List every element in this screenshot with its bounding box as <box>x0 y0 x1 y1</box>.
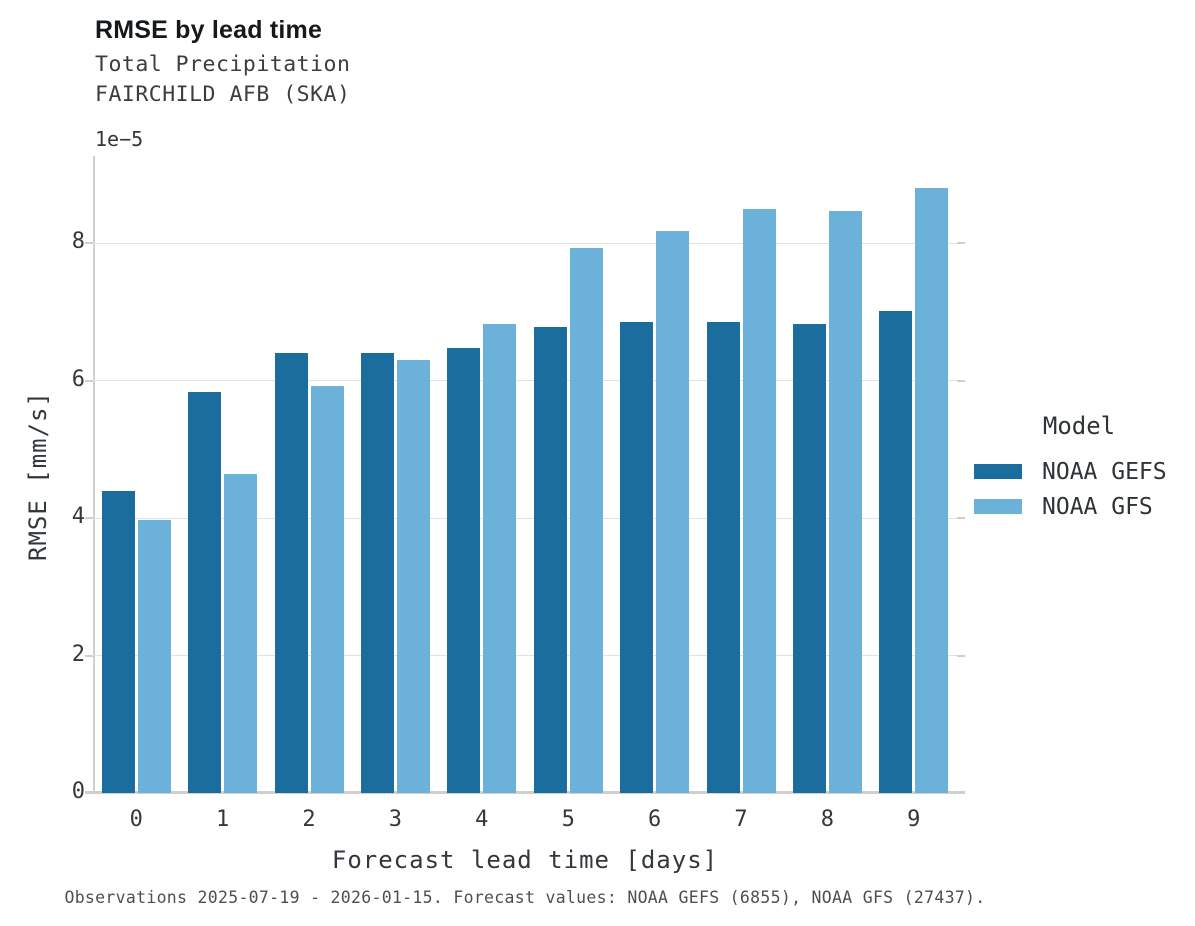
bar-noaa-gfs-day-4 <box>483 324 517 793</box>
y-tick-label-2: 2 <box>71 641 85 667</box>
legend-item-noaa-gefs: NOAA GEFS <box>974 454 1184 489</box>
bar-noaa-gefs-day-4 <box>447 347 481 793</box>
gridline-y-6 <box>93 380 957 382</box>
bar-noaa-gfs-day-7 <box>742 208 776 793</box>
gridline-y-2 <box>93 655 957 657</box>
y-tick-mark-left-4 <box>85 517 93 520</box>
legend-label: NOAA GEFS <box>1042 458 1167 485</box>
gridline-y-4 <box>93 517 957 519</box>
y-axis-offset-label: 1e−5 <box>95 127 144 151</box>
y-tick-mark-right-6 <box>957 379 965 382</box>
y-axis-spine <box>93 156 95 793</box>
y-tick-mark-left-6 <box>85 379 93 382</box>
y-tick-mark-left-2 <box>85 654 93 657</box>
y-tick-mark-left-0 <box>85 792 93 794</box>
x-axis-label: Forecast lead time [days] <box>331 846 719 874</box>
x-tick-label-5: 5 <box>561 807 575 832</box>
x-tick-label-1: 1 <box>215 807 230 832</box>
bar-noaa-gfs-day-2 <box>310 386 344 793</box>
legend-label: NOAA GFS <box>1042 493 1153 520</box>
plot-area: 0 2 4 6 8 0 1 2 3 4 5 6 7 8 9 <box>72 156 965 832</box>
y-tick-mark-right-2 <box>957 654 965 657</box>
y-tick-label-4: 4 <box>71 504 85 530</box>
y-tick-mark-left-8 <box>85 242 93 245</box>
legend-swatch-noaa-gfs <box>974 499 1022 514</box>
bar-noaa-gfs-day-6 <box>656 230 690 793</box>
bar-noaa-gefs-day-3 <box>360 352 394 793</box>
bar-noaa-gefs-day-9 <box>879 311 913 793</box>
y-tick-mark-right-4 <box>957 517 965 520</box>
bar-noaa-gefs-day-6 <box>620 322 654 793</box>
bar-noaa-gefs-day-5 <box>533 327 567 793</box>
x-tick-label-4: 4 <box>475 807 489 832</box>
chart-subtitle-station: FAIRCHILD AFB (SKA) <box>95 82 351 107</box>
bar-noaa-gefs-day-8 <box>792 324 826 793</box>
x-tick-label-3: 3 <box>388 807 403 832</box>
bar-noaa-gfs-day-0 <box>137 520 171 793</box>
x-tick-label-7: 7 <box>734 807 748 832</box>
legend-item-noaa-gfs: NOAA GFS <box>974 489 1184 524</box>
bar-noaa-gfs-day-9 <box>915 188 949 793</box>
bar-noaa-gefs-day-0 <box>101 491 135 793</box>
y-tick-label-6: 6 <box>71 366 85 392</box>
x-tick-label-0: 0 <box>129 807 143 832</box>
legend: Model NOAA GEFS NOAA GFS <box>974 412 1184 524</box>
bar-noaa-gefs-day-7 <box>706 321 740 793</box>
x-tick-label-2: 2 <box>302 807 316 832</box>
x-tick-label-9: 9 <box>907 807 921 832</box>
x-axis-baseline <box>85 791 965 794</box>
chart-subtitle-variable: Total Precipitation <box>95 52 351 77</box>
x-tick-label-6: 6 <box>647 807 662 832</box>
y-tick-label-8: 8 <box>71 229 85 255</box>
legend-title: Model <box>1042 412 1116 440</box>
x-tick-label-8: 8 <box>820 807 835 832</box>
bar-noaa-gfs-day-8 <box>828 210 862 793</box>
bar-noaa-gfs-day-1 <box>224 474 258 793</box>
gridline-y-8 <box>93 242 957 244</box>
bar-noaa-gfs-day-3 <box>396 360 430 793</box>
y-tick-mark-right-8 <box>957 242 965 245</box>
bar-noaa-gefs-day-1 <box>188 391 222 793</box>
legend-swatch-noaa-gefs <box>974 464 1022 479</box>
bar-noaa-gefs-day-2 <box>274 352 308 793</box>
y-axis-label: RMSE [mm/s] <box>24 391 52 561</box>
caption-observations: Observations 2025-07-19 - 2026-01-15. Fo… <box>64 888 986 907</box>
bar-noaa-gfs-day-5 <box>569 248 603 793</box>
y-tick-label-0: 0 <box>71 779 85 804</box>
chart-title: RMSE by lead time <box>95 16 323 44</box>
